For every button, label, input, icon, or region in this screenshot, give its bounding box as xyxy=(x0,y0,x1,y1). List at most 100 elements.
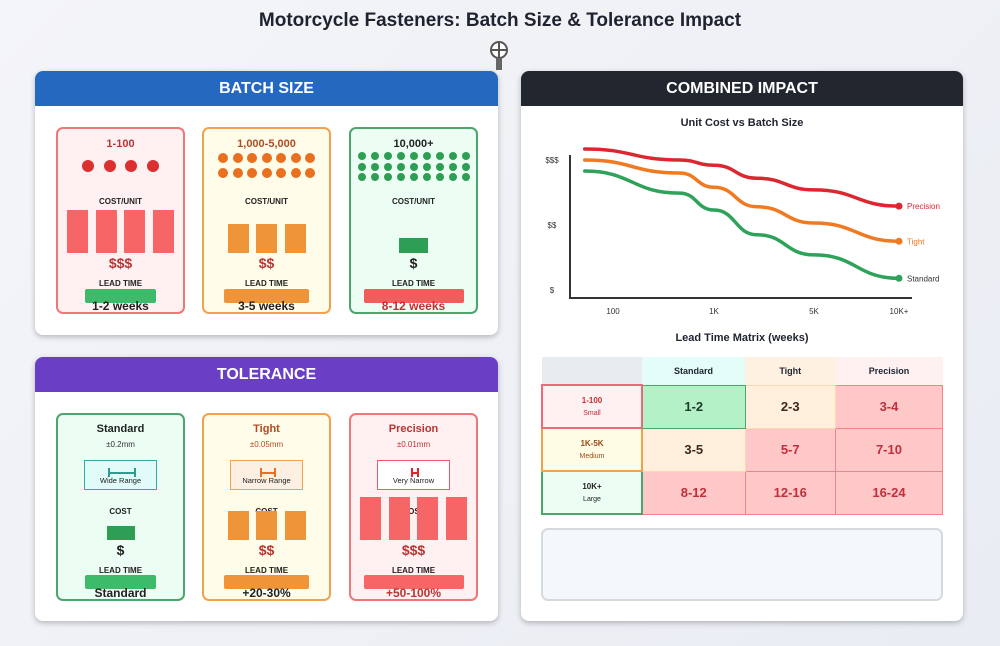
series-end-point xyxy=(895,237,903,245)
fastener-dot xyxy=(396,173,405,181)
cost-value: $ xyxy=(116,542,125,558)
fastener-dot xyxy=(370,173,379,181)
fastener-dot xyxy=(125,160,138,172)
batch-card: 1-100 COST/UNIT $$$ LEAD TIME 1-2 weeks xyxy=(56,127,185,314)
cost-bar xyxy=(360,497,382,540)
x-tick-label: 100 xyxy=(606,307,620,316)
fastener-dot xyxy=(218,153,228,163)
batch-label: 10,000+ xyxy=(393,138,434,150)
range-line xyxy=(411,472,418,474)
matrix-cell: 8-12 xyxy=(641,470,746,515)
matrix-cell: 5-7 xyxy=(744,427,836,472)
tolerance-spec: ±0.2mm xyxy=(106,440,135,449)
cost-label: COST xyxy=(109,507,132,516)
series-label: Standard xyxy=(907,274,939,283)
row-label: 1-100 xyxy=(581,396,603,405)
fastener-dot xyxy=(357,152,366,160)
range-line xyxy=(108,472,135,474)
series-line-standard xyxy=(582,169,901,281)
fastener-dot xyxy=(232,168,243,178)
tolerance-spec: ±0.01mm xyxy=(396,440,431,449)
lead-time-matrix: Standard Tight Precision 1-100 Small 1-2 2-3 3-… xyxy=(541,357,944,515)
chart-axes xyxy=(569,155,912,299)
fastener-dot xyxy=(247,168,257,178)
fastener-dot xyxy=(396,152,405,160)
fastener-dot xyxy=(305,153,315,163)
cost-bar xyxy=(399,238,428,253)
matrix-column-header: Tight xyxy=(745,357,836,385)
row-sublabel: Large xyxy=(583,496,601,503)
batch-size-header: BATCH SIZE xyxy=(35,71,498,106)
matrix-cell: 3-4 xyxy=(834,384,944,429)
fastener-dot xyxy=(383,162,392,171)
matrix-row: 1-100 Small 1-2 2-3 3-4 xyxy=(541,384,944,429)
matrix-cell: 16-24 xyxy=(834,470,944,515)
series-label: Tight xyxy=(907,237,925,246)
fastener-dot xyxy=(276,168,286,178)
lead-time-label: LEAD TIME xyxy=(244,566,289,575)
cost-bar xyxy=(95,210,117,253)
fastener-dot xyxy=(290,153,301,163)
lead-time-value: 1-2 weeks xyxy=(92,299,149,313)
row-label: 10K+ xyxy=(582,482,602,491)
batch-label: 1,000-5,000 xyxy=(237,138,296,150)
lead-time-label: LEAD TIME xyxy=(98,279,143,288)
cost-bar xyxy=(388,497,410,540)
fastener-dot xyxy=(218,168,228,178)
cost-bar xyxy=(284,511,306,540)
fastener-dot xyxy=(261,168,272,178)
cost-bar xyxy=(417,497,439,540)
range-indicator: Narrow Range xyxy=(230,460,303,490)
lead-time-bar xyxy=(224,575,309,589)
fastener-dot xyxy=(448,162,457,171)
lead-time-label: LEAD TIME xyxy=(244,279,289,288)
fastener-dot xyxy=(448,173,457,181)
matrix-cell: 3-5 xyxy=(641,427,746,472)
page-title: Motorcycle Fasteners: Batch Size & Toler… xyxy=(258,10,742,31)
fastener-dot xyxy=(290,168,301,178)
y-tick-label: $$$ xyxy=(545,156,559,165)
row-label: 1K-5K xyxy=(580,439,604,448)
tolerance-label: Tight xyxy=(253,423,280,435)
fastener-dot xyxy=(247,153,257,163)
tolerance-card: Precision ±0.01mm Very Narrow COST $$$ LEAD T… xyxy=(349,413,478,601)
fastener-dot xyxy=(82,160,95,172)
cost-bar xyxy=(256,511,277,540)
tolerance-label: Precision xyxy=(388,423,439,435)
fastener-dot xyxy=(435,173,444,181)
cost-value: $$$ xyxy=(401,542,426,558)
cost-bar xyxy=(284,224,306,253)
fastener-dot xyxy=(422,162,431,171)
matrix-row: 1K-5K Medium 3-5 5-7 7-10 xyxy=(541,427,944,472)
fastener-dot xyxy=(276,153,286,163)
matrix-title: Lead Time Matrix (weeks) xyxy=(675,332,809,344)
fastener-dot xyxy=(232,153,243,163)
matrix-cell: 12-16 xyxy=(744,470,836,515)
fastener-dot xyxy=(261,153,272,163)
matrix-cell: 2-3 xyxy=(744,384,836,429)
lead-time-bar xyxy=(85,289,156,303)
lead-time-bar xyxy=(85,575,156,589)
range-label: Very Narrow xyxy=(392,476,435,485)
fastener-dot xyxy=(422,173,431,181)
series-label: Precision xyxy=(907,202,940,211)
bolt-icon xyxy=(490,41,508,70)
cost-label: COST xyxy=(402,507,425,516)
fastener-dot xyxy=(409,162,418,171)
fastener-dot xyxy=(357,162,366,171)
info-box xyxy=(541,528,943,601)
y-tick-label: $ xyxy=(550,286,555,295)
fastener-dot xyxy=(357,173,366,181)
cost-bar xyxy=(67,210,89,253)
fastener-dot xyxy=(461,162,470,171)
fastener-dot xyxy=(383,173,392,181)
cost-bar xyxy=(106,526,135,540)
fastener-dot xyxy=(103,160,116,172)
lead-time-label: LEAD TIME xyxy=(391,566,436,575)
range-label: Narrow Range xyxy=(242,476,291,485)
x-tick-label: 5K xyxy=(809,307,819,316)
fastener-dot xyxy=(435,152,444,160)
combined-impact-header: COMBINED IMPACT xyxy=(521,71,963,106)
